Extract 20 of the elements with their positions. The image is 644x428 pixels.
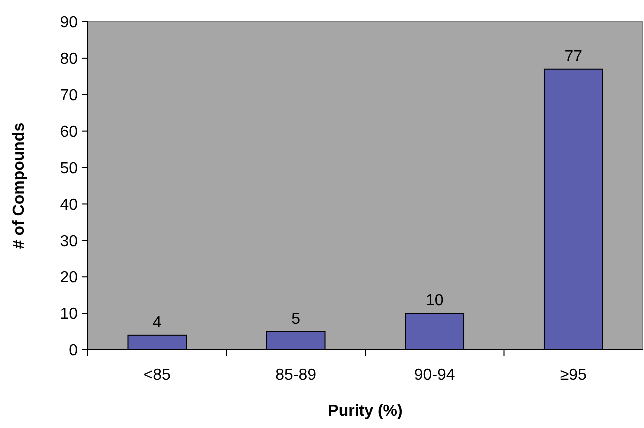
- y-tick-label: 10: [60, 306, 78, 324]
- y-tick-label: 60: [60, 124, 78, 141]
- y-tick-label: 30: [60, 233, 78, 250]
- data-label: 5: [292, 310, 301, 328]
- x-tick-label: 90-94: [414, 367, 456, 384]
- x-axis-title: Purity (%): [328, 403, 403, 420]
- y-tick-label: 70: [60, 87, 78, 104]
- y-tick-label: 80: [60, 51, 78, 68]
- x-tick-label: 85-89: [276, 367, 317, 384]
- y-tick-label: 0: [69, 342, 78, 360]
- y-tick-label: 40: [60, 196, 78, 214]
- y-axis-title: # of Compounds: [11, 122, 28, 250]
- x-tick-label: ≥95: [560, 367, 588, 384]
- y-tick-label: 50: [60, 160, 78, 178]
- y-tick-label: 90: [60, 14, 78, 32]
- x-tick-label: <85: [144, 367, 172, 384]
- data-label: 77: [564, 48, 583, 66]
- data-label: 4: [152, 314, 162, 332]
- y-tick-label: 20: [60, 270, 78, 287]
- data-label: 10: [426, 292, 444, 310]
